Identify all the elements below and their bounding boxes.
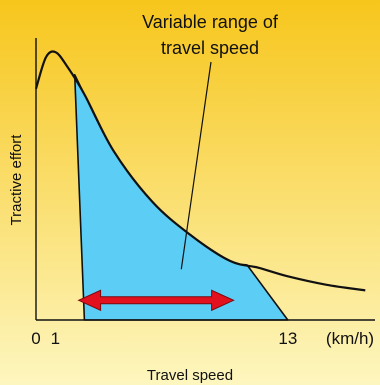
- x-axis-unit: (km/h): [326, 329, 374, 348]
- y-axis-label: Tractive effort: [8, 134, 25, 226]
- range-arrow-shape: [77, 289, 235, 312]
- tractive-effort-curve: [34, 50, 366, 292]
- x-tick-labels: 0 1 13: [31, 329, 297, 348]
- x-tick-label: 1: [51, 329, 60, 348]
- x-tick-label: 0: [31, 329, 40, 348]
- annotation-label-line-1: Variable range of: [142, 12, 279, 32]
- x-tick-label: 13: [278, 329, 297, 348]
- annotation-pointer-line: [180, 61, 212, 270]
- annotation-label-line-2: travel speed: [161, 38, 259, 58]
- range-arrow: [77, 289, 235, 312]
- x-axis-label: Travel speed: [147, 367, 233, 384]
